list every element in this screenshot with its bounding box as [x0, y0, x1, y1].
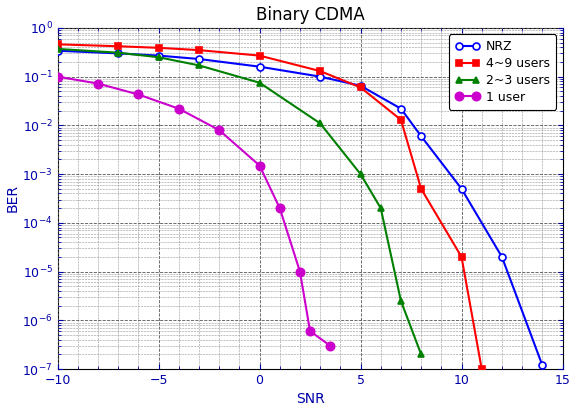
4~9 users — [155, 45, 162, 50]
NRZ — [317, 74, 324, 79]
2~3 users — [54, 47, 61, 52]
NRZ — [195, 56, 202, 61]
NRZ — [115, 51, 122, 56]
Line: 4~9 users: 4~9 users — [54, 41, 485, 372]
1 user — [175, 106, 182, 111]
1 user — [256, 163, 263, 168]
1 user — [215, 128, 222, 133]
Line: NRZ: NRZ — [54, 47, 546, 369]
1 user — [306, 329, 313, 334]
2~3 users — [115, 50, 122, 55]
NRZ — [155, 53, 162, 58]
Line: 1 user: 1 user — [54, 73, 335, 350]
1 user — [94, 81, 101, 86]
2~3 users — [317, 121, 324, 126]
4~9 users — [195, 48, 202, 53]
2~3 users — [397, 298, 404, 303]
NRZ — [498, 255, 505, 260]
NRZ — [397, 106, 404, 111]
4~9 users — [317, 69, 324, 74]
Y-axis label: BER: BER — [6, 185, 20, 213]
NRZ — [458, 186, 465, 191]
1 user — [135, 92, 142, 97]
2~3 users — [377, 206, 384, 211]
1 user — [297, 269, 304, 274]
1 user — [327, 343, 334, 348]
2~3 users — [195, 63, 202, 68]
2~3 users — [256, 80, 263, 85]
NRZ — [54, 48, 61, 53]
4~9 users — [115, 44, 122, 49]
NRZ — [256, 64, 263, 69]
4~9 users — [458, 255, 465, 260]
1 user — [54, 74, 61, 79]
Title: Binary CDMA: Binary CDMA — [256, 5, 365, 23]
4~9 users — [54, 42, 61, 47]
NRZ — [357, 83, 364, 88]
X-axis label: SNR: SNR — [295, 393, 324, 407]
NRZ — [418, 134, 425, 139]
Line: 2~3 users: 2~3 users — [54, 45, 425, 358]
4~9 users — [418, 186, 425, 191]
4~9 users — [478, 367, 485, 372]
2~3 users — [155, 55, 162, 60]
2~3 users — [357, 172, 364, 177]
2~3 users — [418, 352, 425, 357]
4~9 users — [357, 85, 364, 90]
4~9 users — [397, 117, 404, 122]
1 user — [276, 206, 283, 211]
Legend: NRZ, 4~9 users, 2~3 users, 1 user: NRZ, 4~9 users, 2~3 users, 1 user — [449, 34, 556, 110]
4~9 users — [256, 53, 263, 58]
NRZ — [539, 363, 546, 368]
